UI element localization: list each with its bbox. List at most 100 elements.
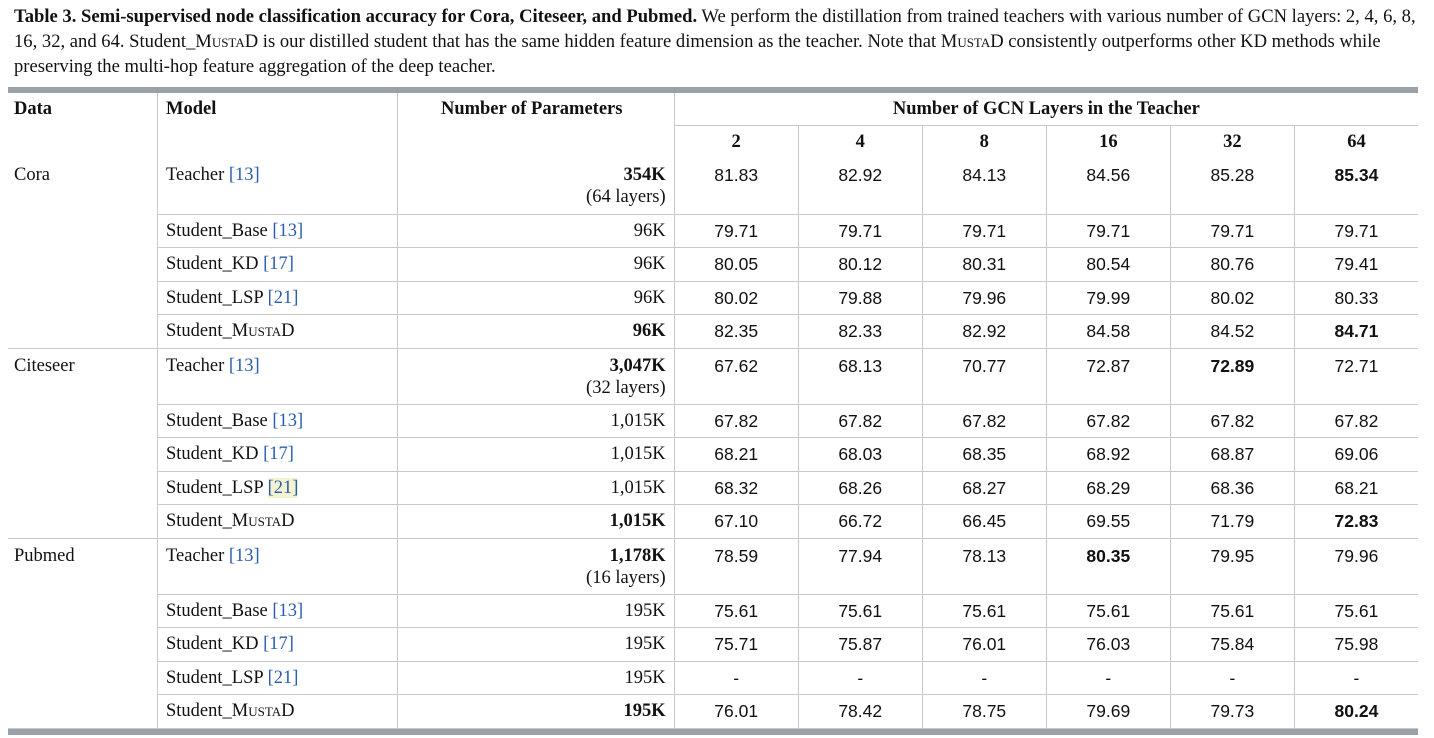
model-name: Student_LSP [166,667,263,688]
model-cell: Student_MustaD [157,314,398,349]
model-cell: Student_KD [17] [157,627,398,662]
header-layer-8: 8 [922,125,1047,158]
table-row: Student_MustaD 96K 82.35 82.33 82.92 84.58 84.… [8,314,1418,349]
accuracy-cell: 67.82 [1294,404,1418,438]
accuracy-cell: 72.87 [1046,348,1171,405]
model-name: Teacher [166,165,225,185]
params-cell: 195K [397,627,675,662]
accuracy-cell: 76.01 [674,694,799,729]
accuracy-cell: 78.59 [674,538,799,595]
model-name: Student_Base [166,600,268,621]
accuracy-cell: - [1170,661,1295,695]
citation-link[interactable]: [13] [228,355,260,376]
accuracy-cell: 79.71 [1046,214,1171,248]
header-data: Data [8,93,158,158]
params-cell: 195K [397,694,675,729]
results-table: Data Model Number of Parameters Number o… [8,93,1418,729]
model-name: Student_ [166,701,232,721]
accuracy-cell: 85.28 [1170,158,1295,215]
accuracy-cell: 75.98 [1294,627,1418,662]
model-name: Student_KD [166,254,259,274]
accuracy-cell: 67.82 [922,404,1047,438]
accuracy-cell: 75.84 [1170,627,1295,662]
accuracy-cell: 72.89 [1170,348,1295,405]
table-row: Citeseer Teacher [13] 3,047K (32 layers) 67.… [8,348,1418,539]
model-cell: Student_KD [17] [157,437,398,472]
accuracy-cell: 67.82 [1170,404,1295,438]
model-cell: Student_Base [13] [157,214,398,248]
accuracy-cell: 80.31 [922,247,1047,282]
accuracy-cell: 79.96 [1294,538,1418,595]
params-cell: 1,178K (16 layers) [397,538,675,595]
params-cell: 1,015K [397,404,675,438]
citation-link[interactable]: [13] [272,410,304,431]
model-name-smallcaps: MustaD [231,511,295,531]
params-cell: 3,047K (32 layers) [397,348,675,405]
accuracy-cell: 84.52 [1170,314,1295,349]
accuracy-cell: 79.96 [922,281,1047,315]
citation-link[interactable]: [17] [263,254,294,274]
accuracy-cell: 70.77 [922,348,1047,405]
table-top-rule [8,87,1418,93]
params-value: 195K [624,634,666,654]
accuracy-cell: 80.02 [674,281,799,315]
params-cell: 96K [397,247,675,282]
accuracy-cell: 75.61 [1170,594,1295,628]
accuracy-cell: 84.58 [1046,314,1171,349]
params-value: 1,015K [609,511,666,531]
model-cell: Teacher [13] [157,538,398,595]
accuracy-cell: 79.69 [1046,694,1171,729]
model-name: Student_KD [166,444,259,464]
citation-link[interactable]: [21] [267,667,299,688]
model-name: Student_LSP [166,287,263,308]
header-layer-4: 4 [798,125,923,158]
accuracy-cell: 75.61 [922,594,1047,628]
accuracy-cell: 76.01 [922,627,1047,662]
header-layer-64: 64 [1347,132,1366,152]
accuracy-cell: 84.56 [1046,158,1171,215]
accuracy-cell: 78.75 [922,694,1047,729]
caption-text-2: is our distilled student that has the sa… [258,31,941,52]
caption-mustad-2: MustaD [940,31,1004,52]
table-row: Cora Teacher [13] 354K (64 layers) 81.83 82.9… [8,158,1418,349]
params-value: 195K [623,701,666,721]
table-row: Student_KD [17] 96K 80.05 80.12 80.31 80.54 80… [8,247,1418,282]
model-name: Teacher [166,545,225,566]
table-row: Student_MustaD 195K 76.01 78.42 78.75 79.69 79… [8,694,1418,729]
accuracy-cell: 77.94 [798,538,923,595]
table-row: Student_Base [13] 1,015K 67.82 67.82 67.82 67… [8,404,1418,438]
citation-link[interactable]: [21] [267,287,299,308]
citation-link[interactable]: [17] [263,634,294,654]
citation-link[interactable]: [13] [228,545,260,566]
accuracy-cell: 80.54 [1046,247,1171,282]
accuracy-cell: 80.33 [1294,281,1418,315]
accuracy-cell: 75.71 [674,627,799,662]
citation-link[interactable]: [13] [228,165,260,185]
accuracy-cell: 79.71 [674,214,799,248]
model-cell: Student_Base [13] [157,594,398,628]
accuracy-cell: 72.83 [1294,504,1418,539]
accuracy-cell: 79.95 [1170,538,1295,595]
citation-link[interactable]: [13] [272,220,304,241]
accuracy-cell: 79.73 [1170,694,1295,729]
header-layers-group: Number of GCN Layers in the Teacher [674,93,1418,126]
citation-link[interactable]: [17] [263,444,294,464]
accuracy-cell: 79.71 [798,214,923,248]
dataset-cell: Cora [8,158,158,349]
citation-link[interactable]: [21] [267,477,299,498]
params-note: (16 layers) [586,567,666,588]
accuracy-cell: 80.12 [798,247,923,282]
table-row: Student_Base [13] 96K 79.71 79.71 79.71 79.71… [8,214,1418,248]
accuracy-cell: 82.92 [798,158,923,215]
citation-link[interactable]: [13] [272,600,304,621]
model-name: Student_LSP [166,477,263,498]
params-value: 1,015K [610,410,666,431]
params-value: 195K [624,600,666,621]
model-name: Student_Base [166,220,268,241]
results-table-container: Data Model Number of Parameters Number o… [8,87,1418,735]
dataset-cell: Pubmed [8,538,158,729]
accuracy-cell: 75.61 [798,594,923,628]
accuracy-cell: 79.71 [1294,214,1418,248]
accuracy-cell: 66.72 [798,504,923,539]
accuracy-cell: 75.61 [674,594,799,628]
